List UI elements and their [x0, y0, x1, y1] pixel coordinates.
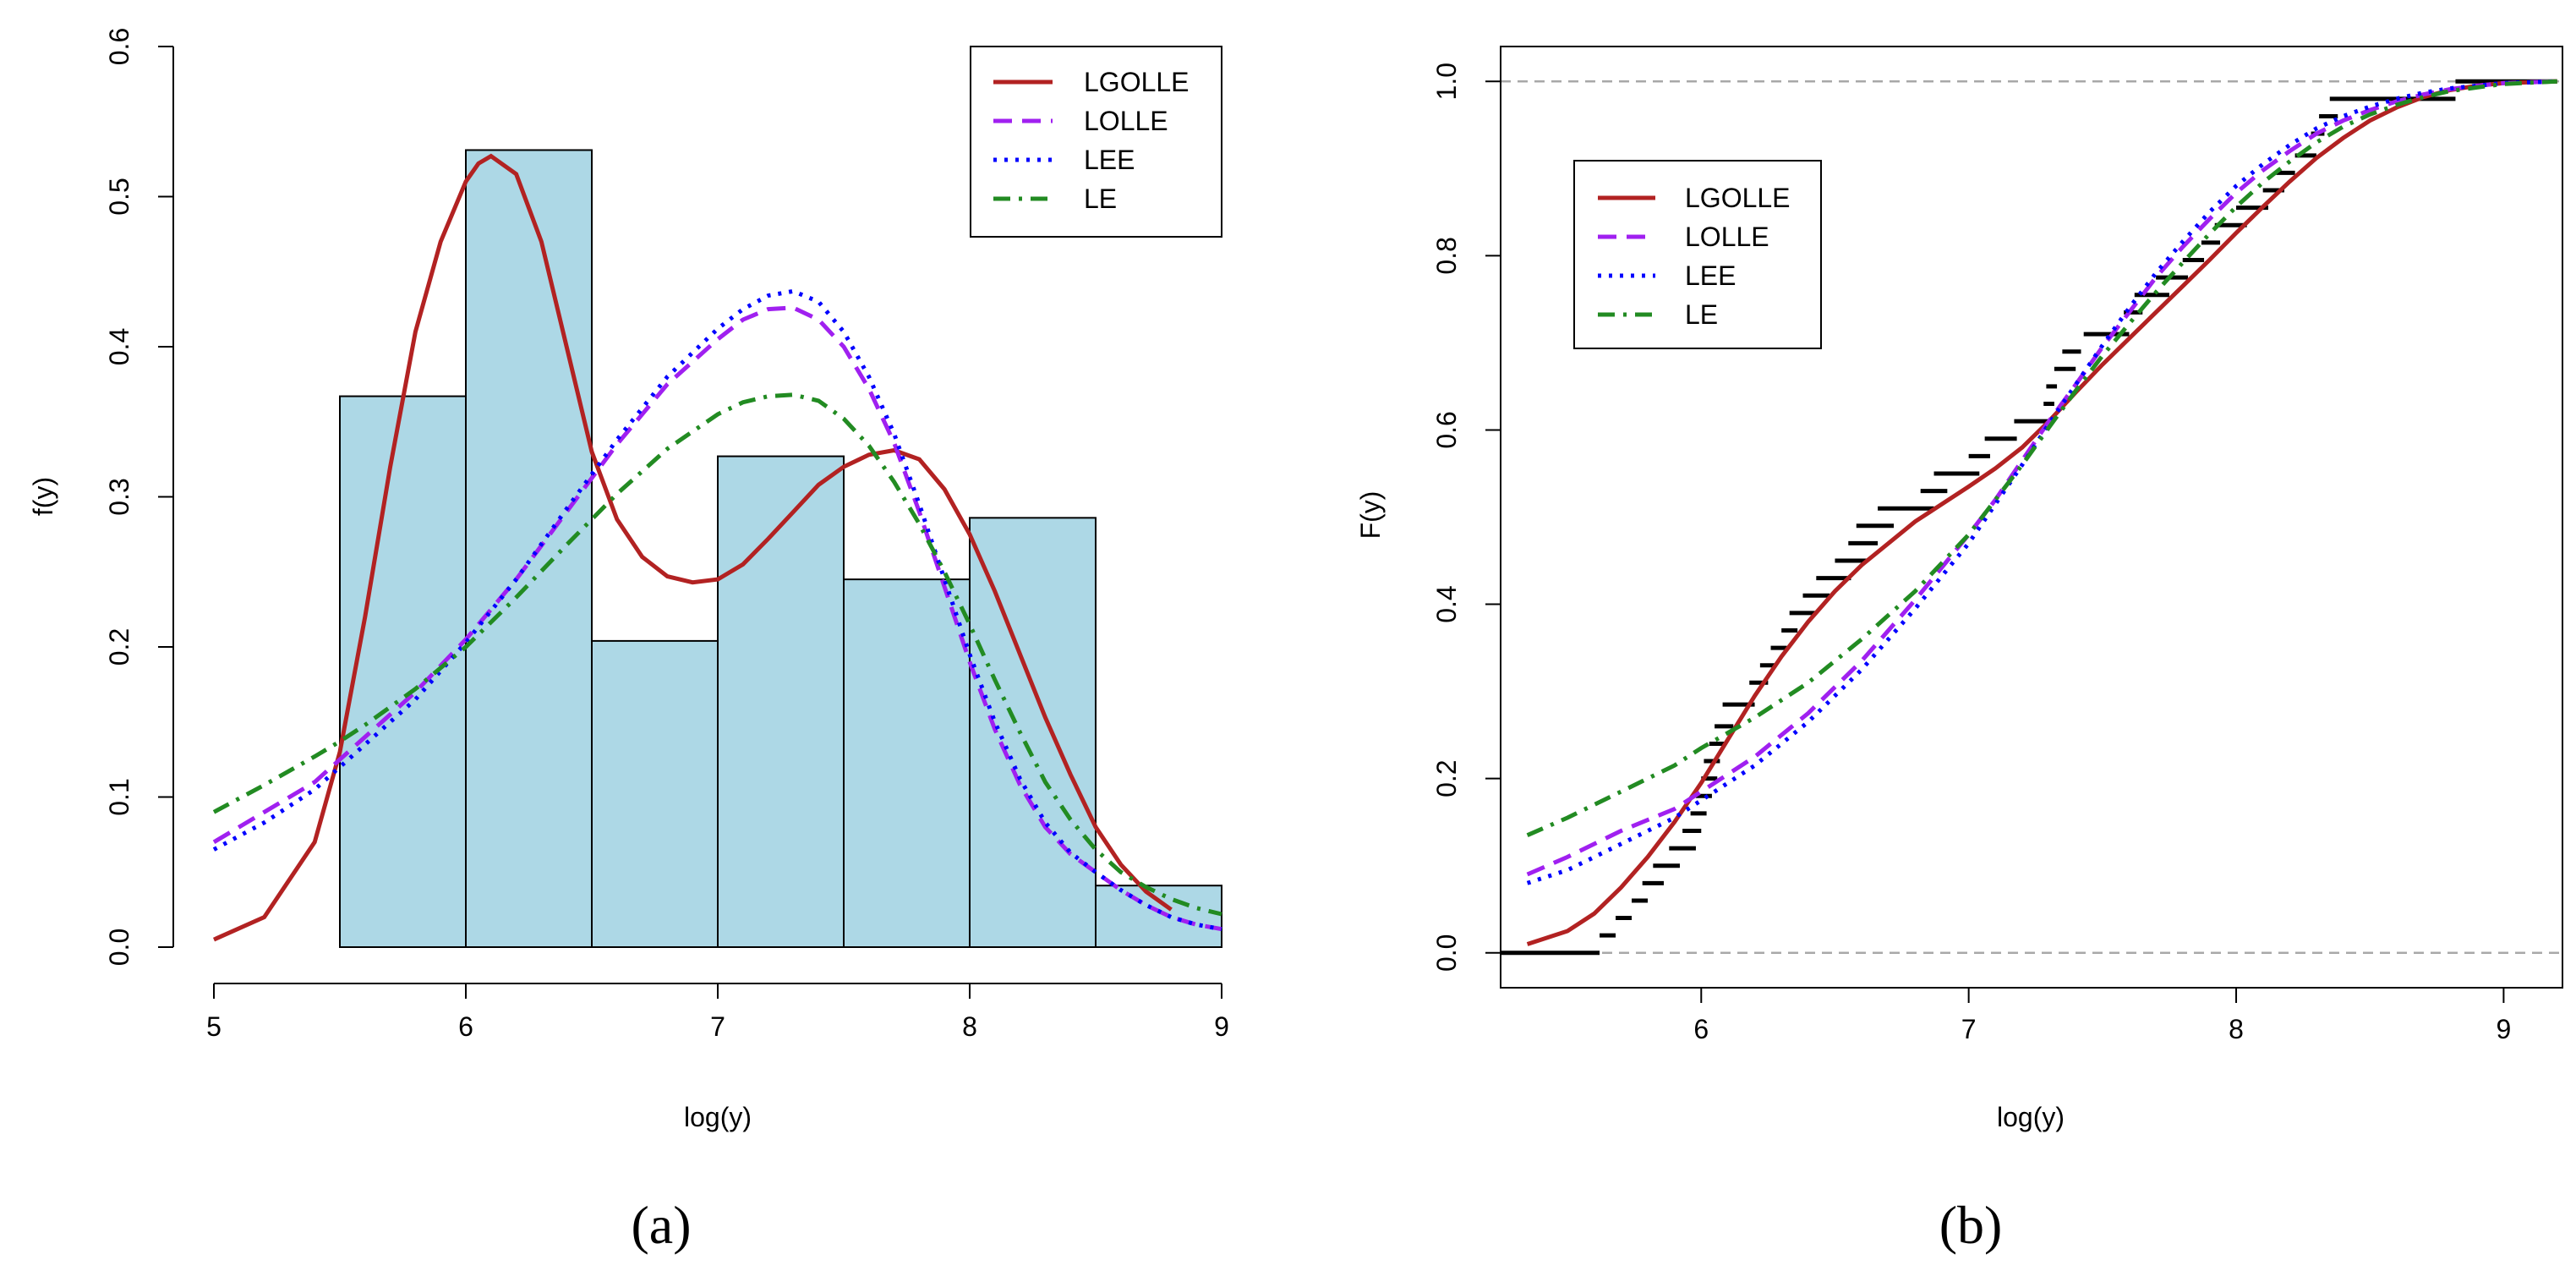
- histogram-bar: [717, 455, 845, 948]
- x-tick-label: 9: [2496, 1014, 2511, 1044]
- y-tick-label: 0.8: [1431, 237, 1462, 274]
- y-axis-title: f(y): [28, 477, 58, 516]
- series-line-le: [1526, 79, 2557, 837]
- histogram-bar: [339, 395, 467, 948]
- y-tick-label: 0.4: [1431, 585, 1462, 622]
- y-axis-title: F(y): [1355, 491, 1386, 540]
- y-tick-label: 0.0: [104, 929, 134, 966]
- x-tick-label: 6: [1693, 1014, 1709, 1044]
- axes: 5 6 7 8 9 0.0 0.1 0.2 0.3 0.4 0.5 0.6: [104, 28, 1229, 1042]
- x-tick-label: 8: [2229, 1014, 2244, 1044]
- legend-label: LOLLE: [1685, 222, 1769, 252]
- legend-label: LGOLLE: [1084, 67, 1190, 97]
- legend-label: LE: [1685, 299, 1718, 330]
- legend: LGOLLE LOLLE LEE LE: [1573, 160, 1822, 349]
- x-tick-label: 6: [458, 1011, 473, 1042]
- y-tick-label: 0.6: [104, 28, 134, 65]
- legend-label: LE: [1084, 184, 1117, 214]
- cdf-panel: 6 7 8 90.00.20.40.60.81.0 LGOLLELOLLELEELE …: [1355, 46, 2563, 1255]
- series-line-lolle: [212, 305, 1222, 932]
- x-tick-label: 7: [710, 1011, 725, 1042]
- series-line-lee: [1526, 79, 2557, 885]
- y-tick-label: 0.4: [104, 328, 134, 365]
- legend-label: LOLLE: [1084, 106, 1168, 136]
- plot-frame: [1500, 46, 2563, 989]
- histogram-bar: [1095, 885, 1222, 948]
- panel-label: (a): [631, 1195, 691, 1255]
- x-tick-label: 7: [1961, 1014, 1977, 1044]
- legend: LGOLLE LOLLE LEE LE: [970, 46, 1222, 238]
- histogram-bar: [591, 639, 719, 949]
- legend-label: LEE: [1084, 145, 1135, 175]
- series-line-le: [212, 392, 1222, 917]
- axes: 6 7 8 9 0.0 0.2 0.4 0.6 0.8 1.0: [1431, 46, 2563, 1044]
- series-line-lgolle: [212, 153, 1173, 942]
- series-line-lolle: [1526, 79, 2557, 877]
- legend-box: [1573, 160, 1822, 349]
- y-tick-label: 0.5: [104, 178, 134, 215]
- histogram-bar: [465, 149, 593, 949]
- panel-label: (b): [1939, 1195, 2003, 1255]
- y-tick-label: 1.0: [1431, 63, 1462, 100]
- y-tick-label: 0.1: [104, 778, 134, 815]
- x-axis-title: log(y): [684, 1102, 752, 1132]
- legend-label: LEE: [1685, 260, 1736, 291]
- cdf-curves: [1526, 79, 2557, 946]
- y-tick-label: 0.6: [1431, 411, 1462, 448]
- histogram-bars: [339, 149, 1222, 949]
- legend-label: LGOLLE: [1685, 183, 1791, 213]
- legend-box: [970, 46, 1222, 238]
- x-tick-label: 8: [962, 1011, 977, 1042]
- histogram-bar: [843, 578, 971, 948]
- density-curves: [212, 153, 1222, 942]
- reference-lines: [1501, 79, 2562, 955]
- x-tick-label: 9: [1214, 1011, 1229, 1042]
- y-tick-label: 0.2: [1431, 759, 1462, 797]
- histogram-panel: 5 6 7 8 9 0.0 0.1 0.2 0.3 0.4 0.5 0.6 LGOLLE LOLLE LE…: [28, 28, 1229, 1255]
- y-tick-label: 0.3: [104, 478, 134, 515]
- series-line-lee: [212, 288, 1222, 932]
- y-tick-label: 0.2: [104, 628, 134, 666]
- y-tick-label: 0.0: [1431, 934, 1462, 972]
- x-axis-title: log(y): [1997, 1102, 2065, 1132]
- x-tick-label: 5: [206, 1011, 222, 1042]
- histogram-bar: [969, 517, 1097, 948]
